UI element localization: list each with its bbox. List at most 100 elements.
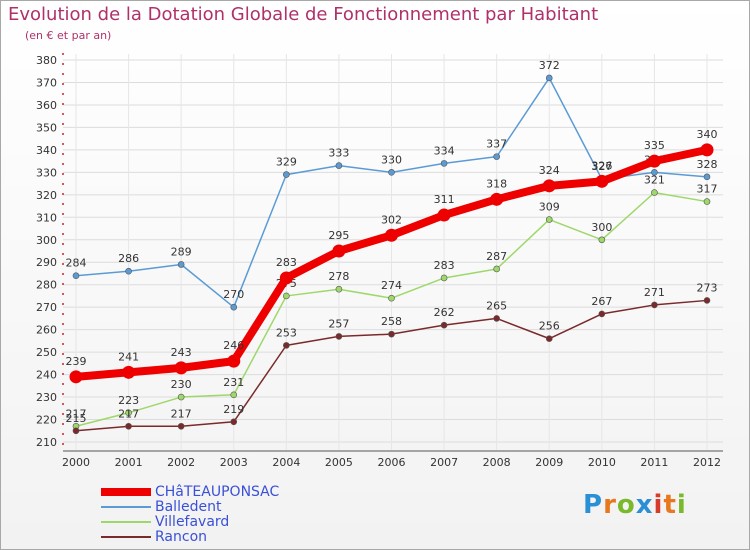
data-point-balledent bbox=[72, 272, 80, 280]
y-tick-label: 260 bbox=[36, 324, 57, 337]
data-label-rancon: 217 bbox=[171, 407, 192, 420]
data-label-balledent: 328 bbox=[697, 158, 718, 171]
data-label-ch-teauponsac: 243 bbox=[171, 346, 192, 359]
data-point-villefavard bbox=[283, 292, 290, 300]
data-label-balledent: 289 bbox=[171, 245, 192, 258]
data-label-ch-teauponsac: 324 bbox=[539, 164, 560, 177]
data-point-balledent bbox=[335, 162, 343, 169]
data-point-villefavard bbox=[440, 274, 448, 282]
data-label-villefavard: 309 bbox=[539, 201, 560, 214]
data-point-ch-teauponsac bbox=[332, 244, 346, 258]
data-point-balledent bbox=[283, 171, 290, 178]
logo-letter: i bbox=[676, 490, 687, 520]
x-tick-label: 2004 bbox=[272, 456, 300, 469]
data-point-balledent bbox=[177, 261, 185, 268]
legend-item: Villefavard bbox=[101, 515, 361, 530]
data-point-rancon bbox=[545, 335, 553, 342]
data-label-ch-teauponsac: 318 bbox=[486, 177, 507, 190]
legend-swatch bbox=[101, 506, 151, 508]
data-point-rancon bbox=[335, 333, 343, 340]
data-point-rancon bbox=[440, 321, 448, 329]
data-label-ch-teauponsac: 246 bbox=[223, 339, 244, 352]
legend: CHâTEAUPONSAC Balledent Villefavard Rancon bbox=[101, 485, 361, 545]
data-point-villefavard bbox=[125, 409, 132, 417]
data-label-villefavard: 231 bbox=[223, 376, 244, 389]
data-point-rancon bbox=[388, 330, 395, 338]
y-tick-label: 220 bbox=[36, 414, 57, 427]
data-label-balledent: 284 bbox=[66, 257, 87, 270]
legend-label: Rancon bbox=[155, 529, 208, 545]
data-label-balledent: 327 bbox=[591, 160, 612, 173]
data-point-rancon bbox=[493, 315, 500, 322]
data-point-rancon bbox=[598, 310, 606, 318]
data-label-rancon: 217 bbox=[118, 407, 139, 420]
y-tick-label: 270 bbox=[36, 301, 57, 314]
logo-letter: x bbox=[635, 490, 654, 520]
data-label-rancon: 219 bbox=[223, 403, 244, 416]
legend-swatch bbox=[101, 536, 151, 538]
data-point-balledent bbox=[545, 74, 553, 82]
x-tick-label: 2009 bbox=[535, 456, 563, 469]
data-label-ch-teauponsac: 340 bbox=[697, 128, 718, 141]
x-tick-label: 2005 bbox=[325, 456, 353, 469]
y-tick-label: 210 bbox=[36, 436, 57, 449]
data-point-ch-teauponsac bbox=[69, 370, 83, 384]
data-label-ch-teauponsac: 241 bbox=[118, 350, 139, 363]
y-tick-label: 250 bbox=[36, 346, 57, 359]
data-point-villefavard bbox=[230, 391, 238, 399]
data-point-ch-teauponsac bbox=[700, 143, 714, 157]
y-tick-label: 310 bbox=[36, 211, 57, 224]
data-point-villefavard bbox=[703, 198, 711, 205]
data-point-rancon bbox=[703, 297, 711, 304]
data-point-balledent bbox=[230, 303, 238, 311]
data-point-balledent bbox=[440, 160, 448, 167]
x-tick-label: 2006 bbox=[378, 456, 406, 469]
data-point-ch-teauponsac bbox=[279, 271, 293, 285]
legend-item: CHâTEAUPONSAC bbox=[101, 485, 361, 500]
data-point-villefavard bbox=[493, 265, 500, 273]
data-label-rancon: 258 bbox=[381, 315, 402, 328]
data-label-ch-teauponsac: 239 bbox=[66, 355, 87, 368]
data-label-rancon: 256 bbox=[539, 320, 560, 333]
y-tick-label: 280 bbox=[36, 279, 57, 292]
data-label-villefavard: 321 bbox=[644, 174, 665, 187]
legend-swatch bbox=[101, 488, 151, 496]
data-label-rancon: 271 bbox=[644, 286, 665, 299]
data-point-balledent bbox=[125, 267, 132, 275]
data-label-villefavard: 223 bbox=[118, 394, 139, 407]
data-point-villefavard bbox=[598, 236, 606, 244]
x-tick-label: 2001 bbox=[115, 456, 143, 469]
data-point-ch-teauponsac bbox=[437, 208, 451, 222]
data-label-rancon: 267 bbox=[591, 295, 612, 308]
x-tick-label: 2007 bbox=[430, 456, 458, 469]
data-point-rancon bbox=[230, 418, 238, 426]
y-tick-label: 290 bbox=[36, 256, 57, 269]
data-point-villefavard bbox=[335, 285, 343, 293]
x-tick-label: 2011 bbox=[640, 456, 668, 469]
data-point-balledent bbox=[651, 169, 658, 176]
data-label-villefavard: 283 bbox=[434, 259, 455, 272]
data-label-rancon: 265 bbox=[486, 299, 507, 312]
data-label-balledent: 270 bbox=[223, 288, 244, 301]
y-tick-label: 230 bbox=[36, 391, 57, 404]
data-point-ch-teauponsac bbox=[174, 361, 188, 375]
proxiti-logo: Proxiti bbox=[583, 490, 687, 520]
data-point-balledent bbox=[493, 153, 500, 160]
data-label-rancon: 257 bbox=[328, 317, 349, 330]
y-tick-label: 380 bbox=[36, 54, 57, 67]
logo-letter: r bbox=[603, 490, 617, 520]
legend-item: Balledent bbox=[101, 500, 361, 515]
data-label-villefavard: 300 bbox=[591, 221, 612, 234]
y-tick-label: 360 bbox=[36, 99, 57, 112]
logo-letter: P bbox=[583, 490, 604, 520]
data-label-villefavard: 278 bbox=[328, 270, 349, 283]
data-point-ch-teauponsac bbox=[595, 174, 609, 188]
chart-subtitle: (en € et par an) bbox=[25, 29, 112, 42]
data-point-rancon bbox=[177, 422, 185, 430]
data-point-villefavard bbox=[388, 294, 395, 302]
legend-label: CHâTEAUPONSAC bbox=[155, 484, 280, 500]
data-point-ch-teauponsac bbox=[385, 228, 398, 242]
chart-title: Evolution de la Dotation Globale de Fonc… bbox=[8, 4, 599, 25]
legend-label: Balledent bbox=[155, 499, 222, 515]
